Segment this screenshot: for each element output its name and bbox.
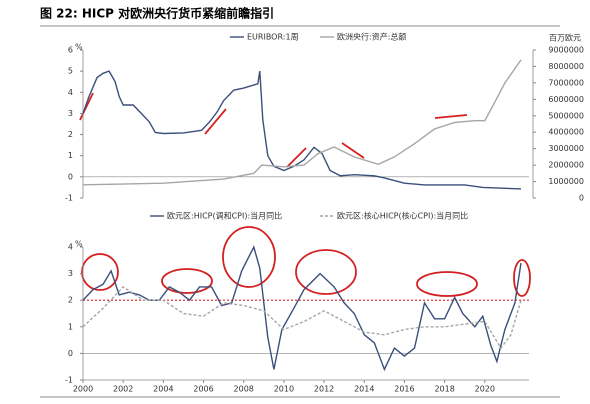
y2-tick-label: 3000000 xyxy=(548,144,584,153)
highlight-circle xyxy=(513,259,531,297)
x-tick-label: 2016 xyxy=(394,385,414,394)
y-tick-label: 4 xyxy=(68,88,73,97)
highlight-circle xyxy=(222,226,276,288)
y-tick-label: -1 xyxy=(65,194,73,203)
x-tick-label: 2006 xyxy=(193,385,213,394)
y-tick-label: 6 xyxy=(68,46,73,55)
x-tick-label: 2002 xyxy=(113,385,133,394)
series-line xyxy=(82,59,522,186)
y-tick-label: 3 xyxy=(68,109,73,118)
legend-label: 欧元区:HICP(调和CPI):当月同比 xyxy=(167,211,282,221)
x-tick-label: 2004 xyxy=(153,385,173,394)
highlight-circle xyxy=(416,271,478,297)
y2-tick-label: 0 xyxy=(579,194,584,203)
y2-tick-label: 8000000 xyxy=(548,62,584,71)
x-tick-label: 2012 xyxy=(314,385,334,394)
arrow xyxy=(286,147,307,168)
arrow xyxy=(434,114,468,119)
y-unit: % xyxy=(75,43,83,52)
page-title: 图 22: HICP 对欧洲央行货币紧缩前瞻指引 xyxy=(40,6,274,21)
legend-label: 欧洲央行:资产:总额 xyxy=(337,32,406,42)
y2-tick-label: 9000000 xyxy=(548,46,584,55)
y2-tick-label: 5000000 xyxy=(548,111,584,120)
arrow xyxy=(341,142,365,159)
y2-tick-label: 6000000 xyxy=(548,95,584,104)
highlight-circle xyxy=(295,249,357,295)
y2-tick-label: 4000000 xyxy=(548,128,584,137)
x-tick-label: 2014 xyxy=(354,385,374,394)
y-tick-label: 1 xyxy=(68,322,73,331)
y-tick-label: 4 xyxy=(68,243,73,252)
annotations xyxy=(79,92,531,297)
y-tick-label: 0 xyxy=(68,349,73,358)
x-tick-label: 2020 xyxy=(475,385,495,394)
series-line xyxy=(82,70,522,190)
x-tick-label: 2010 xyxy=(274,385,294,394)
y2-unit: 百万欧元 xyxy=(549,33,581,43)
y2-tick-label: 7000000 xyxy=(548,78,584,87)
y-unit: % xyxy=(75,240,83,249)
x-tick-label: 2000 xyxy=(73,385,93,394)
highlight-circle xyxy=(81,253,119,291)
legend-label: EURIBOR:1周 xyxy=(247,33,299,42)
x-tick-label: 2018 xyxy=(434,385,454,394)
highlight-circle xyxy=(161,268,213,294)
y-tick-label: 2 xyxy=(68,130,73,139)
y-tick-label: 0 xyxy=(68,172,73,181)
y2-tick-label: 2000000 xyxy=(548,161,584,170)
arrow xyxy=(204,108,227,135)
series-line xyxy=(82,285,522,350)
series-line xyxy=(82,245,522,372)
y-tick-label: 5 xyxy=(68,67,73,76)
arrow xyxy=(79,92,94,121)
y-tick-label: -1 xyxy=(65,376,73,385)
x-tick-label: 2008 xyxy=(234,385,254,394)
legend-label: 欧元区:核心HICP(核心CPI):当月同比 xyxy=(337,211,468,221)
y-tick-label: 3 xyxy=(68,269,73,278)
y-tick-label: 1 xyxy=(68,151,73,160)
y-tick-label: 2 xyxy=(68,296,73,305)
y2-tick-label: 1000000 xyxy=(548,177,584,186)
